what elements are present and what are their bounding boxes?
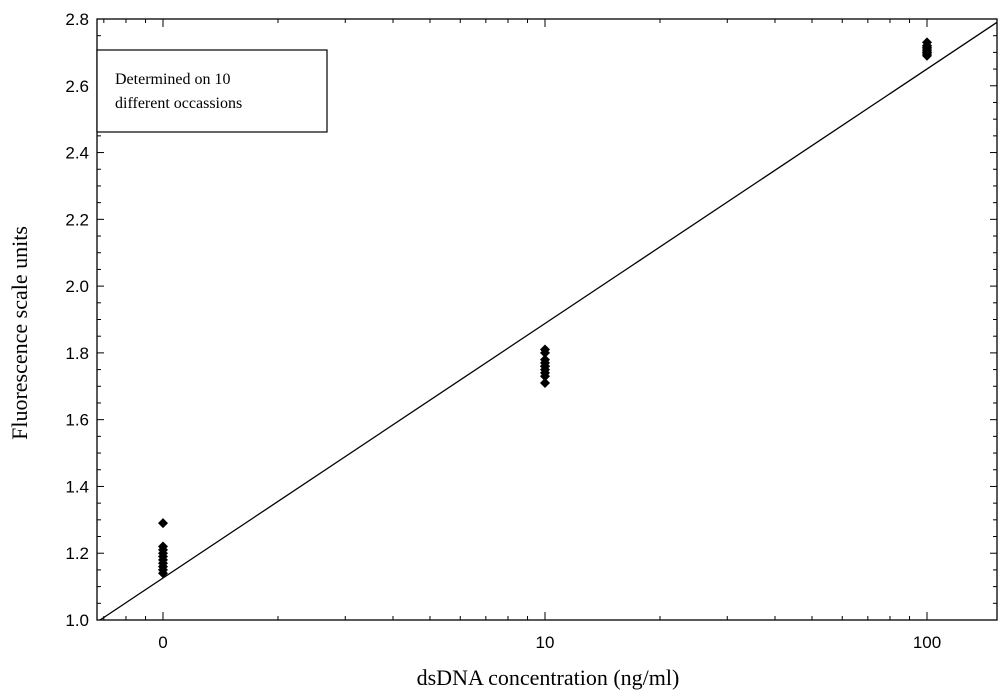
x-axis-title: dsDNA concentration (ng/ml) [417,665,680,690]
data-point [540,347,550,358]
annotation-frame [96,49,328,133]
y-tick-label: 1.4 [65,477,89,496]
y-tick-label: 2.2 [65,210,89,229]
y-tick-label: 2.0 [65,277,89,296]
y-tick-label: 1.2 [65,544,89,563]
data-point [158,518,168,529]
y-tick-label: 2.6 [65,77,89,96]
data-point [540,377,550,388]
x-tick-label: 100 [913,633,941,652]
data-points [158,37,932,579]
annotation-box: Determined on 10 different occassions [96,49,328,133]
data-point [540,371,550,382]
data-point [922,47,932,58]
y-tick-label: 1.8 [65,344,89,363]
data-point [922,40,932,51]
x-axis-ticks: 0 10 100 [103,19,941,652]
y-tick-label: 1.6 [65,411,89,430]
x-tick-label: 0 [158,633,167,652]
y-tick-label: 2.8 [65,10,89,29]
regression-line [99,21,998,621]
y-tick-label: 2.4 [65,144,89,163]
x-tick-label: 10 [536,633,555,652]
annotation-line-2: different occassions [115,95,242,112]
y-axis-title: Fluorescence scale units [7,226,32,440]
data-point [540,361,550,372]
y-tick-label: 1.0 [65,611,89,630]
data-point [158,568,168,579]
y-axis-ticks: 1.0 1.2 1.4 1.6 1.8 2.0 2.2 2.4 2.6 2.8 [65,10,997,630]
annotation-line-1: Determined on 10 [115,71,231,88]
